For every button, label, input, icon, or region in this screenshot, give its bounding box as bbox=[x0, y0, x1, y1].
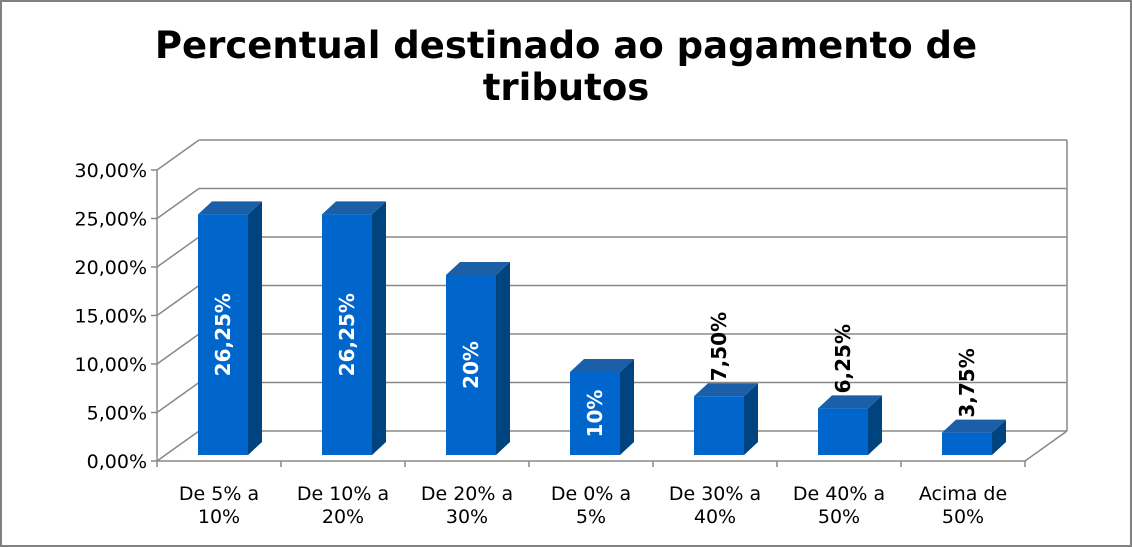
bar-top bbox=[694, 383, 758, 397]
bar bbox=[694, 396, 744, 455]
category-label: 30% bbox=[446, 506, 488, 528]
bar-top bbox=[322, 201, 386, 215]
bar-side bbox=[620, 359, 634, 455]
gridline-side bbox=[156, 430, 200, 462]
plot-area: 0,00% 5,00% 10,00% 15,00% 20,00% 25,00% 30,00%… bbox=[75, 139, 1068, 528]
bar-side bbox=[496, 262, 510, 455]
data-label: 3,75% bbox=[955, 348, 979, 417]
chart-title-line-2: tributos bbox=[483, 66, 650, 109]
gridline-side bbox=[156, 284, 200, 317]
gridline-side bbox=[156, 187, 200, 220]
gridline-side bbox=[156, 333, 200, 365]
bar bbox=[942, 432, 992, 455]
bar-top bbox=[198, 201, 262, 215]
bar bbox=[818, 408, 868, 455]
data-label: 20% bbox=[459, 341, 483, 389]
y-tick-label: 5,00% bbox=[87, 403, 147, 425]
y-tick-label: 10,00% bbox=[75, 354, 147, 376]
y-tick-label: 15,00% bbox=[75, 306, 147, 328]
category-label: De 30% a bbox=[669, 483, 761, 505]
y-tick-label: 0,00% bbox=[87, 451, 147, 473]
category-label: De 10% a bbox=[297, 483, 389, 505]
bar bbox=[446, 275, 496, 455]
category-label: 10% bbox=[198, 506, 240, 528]
category-label: De 20% a bbox=[421, 483, 513, 505]
category-label: 20% bbox=[322, 506, 364, 528]
bar-side bbox=[372, 201, 386, 455]
category-label: 50% bbox=[818, 506, 860, 528]
category-label: De 40% a bbox=[793, 483, 885, 505]
y-tick-label: 30,00% bbox=[75, 160, 147, 182]
bar-top bbox=[818, 395, 882, 409]
gridline-side bbox=[156, 381, 200, 414]
bar-side bbox=[248, 201, 262, 455]
category-label: De 0% a bbox=[551, 483, 631, 505]
bar bbox=[322, 214, 372, 455]
bar-top bbox=[570, 359, 634, 372]
data-label: 10% bbox=[583, 390, 607, 438]
category-label: De 5% a bbox=[179, 483, 259, 505]
gridline-side bbox=[156, 236, 200, 268]
bar-side bbox=[868, 395, 882, 455]
data-label: 6,25% bbox=[831, 324, 855, 393]
category-label: Acima de bbox=[919, 483, 1007, 505]
y-tick-label: 25,00% bbox=[75, 209, 147, 231]
bar-top bbox=[942, 419, 1006, 433]
chart-title-line-1: Percentual destinado ao pagamento de bbox=[155, 24, 977, 67]
category-label: 50% bbox=[942, 506, 984, 528]
data-label: 26,25% bbox=[211, 293, 235, 376]
bar-side bbox=[992, 419, 1006, 455]
y-tick-label: 20,00% bbox=[75, 257, 147, 279]
bar-top bbox=[446, 262, 510, 275]
gridline-side bbox=[156, 139, 200, 171]
data-label: 7,50% bbox=[707, 312, 731, 381]
bar bbox=[570, 372, 620, 455]
category-label: 5% bbox=[576, 506, 606, 528]
bar bbox=[198, 214, 248, 455]
category-label: 40% bbox=[694, 506, 736, 528]
data-label: 26,25% bbox=[335, 293, 359, 376]
floor-right-diagonal bbox=[1024, 430, 1068, 462]
bar-side bbox=[744, 383, 758, 455]
